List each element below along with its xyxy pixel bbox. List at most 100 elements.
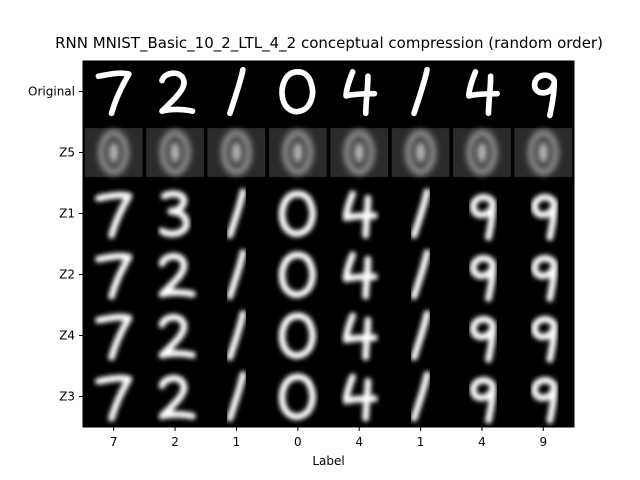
y-tick-label: Z4: [59, 329, 75, 343]
digit-mark: [158, 190, 190, 238]
digit-mark: [278, 251, 316, 298]
digit-cell: [330, 128, 389, 177]
digit-mark: [95, 252, 133, 300]
digit-cell: [531, 72, 558, 119]
digit-cell: [226, 310, 247, 361]
blur-core: [292, 141, 303, 164]
x-axis: 7 2 1 0 4 1 4 9: [110, 427, 547, 449]
digit-cell: [95, 374, 133, 422]
blur-mark: [343, 129, 375, 176]
digit-cell: [514, 128, 573, 177]
digit-cell: [531, 193, 558, 241]
digit-mark: [531, 193, 558, 241]
digit-mark: [531, 254, 558, 302]
x-tick-label: 1: [417, 435, 425, 449]
image-panel: [83, 61, 574, 427]
digit-mark: [227, 66, 246, 117]
blur-core: [538, 141, 549, 164]
digit-mark: [410, 310, 431, 361]
y-tick-label: Z5: [59, 146, 75, 160]
digit-cell: [278, 251, 316, 298]
digit-cell: [342, 190, 378, 239]
digit-cell: [226, 249, 247, 300]
digit-cell: [159, 70, 196, 114]
digit-mark: [469, 193, 497, 241]
digit-mark: [278, 373, 316, 420]
digit-cell: [342, 373, 378, 422]
cells-layer: [84, 66, 573, 424]
digit-cell: [411, 66, 430, 117]
digit-mark: [469, 376, 497, 424]
digit-cell: [453, 128, 511, 177]
digit-mark: [279, 69, 316, 115]
digit-mark: [531, 376, 558, 424]
digit-cell: [342, 251, 378, 300]
blur-mark: [405, 129, 436, 176]
digit-mark: [342, 373, 378, 422]
digit-cell: [146, 128, 204, 177]
blur-core: [108, 141, 119, 164]
digit-cell: [343, 69, 378, 117]
digit-cell: [278, 190, 316, 237]
digit-mark: [411, 66, 430, 117]
plot-frame: [82, 60, 575, 428]
digit-cell: [410, 188, 431, 239]
x-tick-label: 0: [294, 435, 302, 449]
digit-mark: [95, 313, 133, 361]
blur-mark: [98, 129, 129, 176]
digit-mark: [342, 312, 378, 361]
digit-cell: [410, 249, 431, 300]
digit-cell: [531, 376, 558, 424]
x-tick-label: 9: [539, 435, 547, 449]
y-axis: Original Z5 Z1 Z2 Z4 Z3: [28, 85, 83, 404]
digit-mark: [226, 371, 247, 422]
blur-core: [477, 141, 487, 164]
digit-mark: [410, 249, 431, 300]
digit-cell: [227, 66, 246, 117]
digit-cell: [84, 128, 143, 177]
digit-cell: [158, 374, 196, 420]
digit-mark: [158, 252, 196, 298]
blur-mark: [221, 129, 252, 176]
digit-cell: [279, 69, 316, 115]
digit-mark: [469, 315, 497, 363]
digit-mark: [278, 312, 316, 359]
digit-cell: [158, 252, 196, 298]
y-tick-label: Original: [28, 85, 75, 99]
digit-mark: [158, 374, 196, 420]
digit-cell: [95, 252, 133, 300]
digit-mark: [410, 371, 431, 422]
blur-core: [170, 141, 180, 164]
digit-cell: [469, 254, 497, 302]
digit-mark: [342, 251, 378, 300]
digit-cell: [469, 315, 497, 363]
digit-mark: [343, 69, 378, 117]
x-tick-label: 7: [110, 435, 118, 449]
digit-cell: [410, 310, 431, 361]
y-tick-label: Z2: [59, 268, 75, 282]
blur-mark: [282, 129, 314, 176]
digit-mark: [342, 190, 378, 239]
digit-cell: [207, 128, 266, 177]
digit-mark: [159, 70, 196, 114]
digit-cell: [531, 315, 558, 363]
digit-cell: [278, 312, 316, 359]
digit-cell: [226, 188, 247, 239]
digit-cell: [466, 69, 501, 117]
digit-mark: [226, 249, 247, 300]
digit-cell: [226, 371, 247, 422]
blur-core: [415, 141, 426, 164]
blur-mark: [466, 129, 498, 176]
x-axis-label: Label: [312, 454, 345, 468]
digit-cell: [95, 191, 133, 239]
digit-mark: [226, 188, 247, 239]
blur-core: [231, 141, 242, 164]
digit-mark: [466, 69, 501, 117]
x-tick-label: 4: [478, 435, 486, 449]
digit-cell: [469, 376, 497, 424]
digit-cell: [158, 190, 190, 238]
digit-cell: [95, 313, 133, 361]
y-tick-label: Z1: [59, 207, 75, 221]
digit-mark: [469, 254, 497, 302]
